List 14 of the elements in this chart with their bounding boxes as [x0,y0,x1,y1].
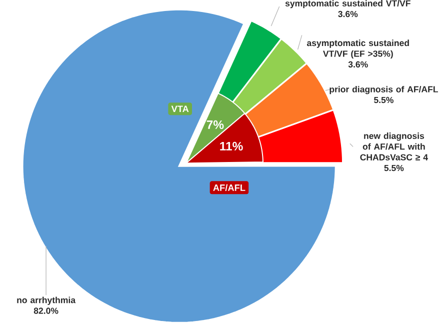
data-label: 11% [220,142,243,150]
slice-label: new diagnosis of AF/AFL with CHADsVaSC ≥ 4 [360,132,428,160]
data-label: 3.6% [338,10,358,17]
text: AF/AFL [213,184,246,191]
text: VTA [171,105,189,112]
data-label: 7% [206,120,224,129]
data-label: 5.5% [374,96,394,103]
slice-label: symptomatic sustained VT/VF [285,0,410,8]
data-label: 5.5% [384,164,404,171]
data-label: 3.6% [348,61,368,68]
slice-label: asymptomatic sustained VT/VF (EF >35%) [306,39,409,58]
data-label: 82.0% [34,307,58,314]
slice-label: no arrhythmia [17,296,76,305]
slice-label: prior diagnosis of AF/AFL [330,86,438,94]
